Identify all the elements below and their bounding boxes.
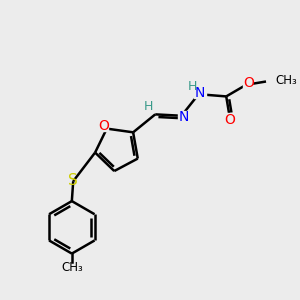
Text: S: S bbox=[68, 173, 77, 188]
Text: CH₃: CH₃ bbox=[61, 261, 83, 274]
Text: N: N bbox=[178, 110, 189, 124]
Bar bbox=[225, 113, 234, 122]
Text: CH₃: CH₃ bbox=[276, 74, 297, 87]
Bar bbox=[194, 87, 206, 98]
Bar bbox=[97, 122, 108, 131]
Bar bbox=[178, 111, 188, 121]
Bar bbox=[243, 79, 252, 88]
Text: O: O bbox=[243, 76, 254, 90]
Text: N: N bbox=[194, 86, 205, 100]
Text: H: H bbox=[188, 80, 197, 93]
Text: O: O bbox=[98, 119, 109, 133]
Text: O: O bbox=[225, 112, 236, 127]
Text: H: H bbox=[144, 100, 153, 113]
